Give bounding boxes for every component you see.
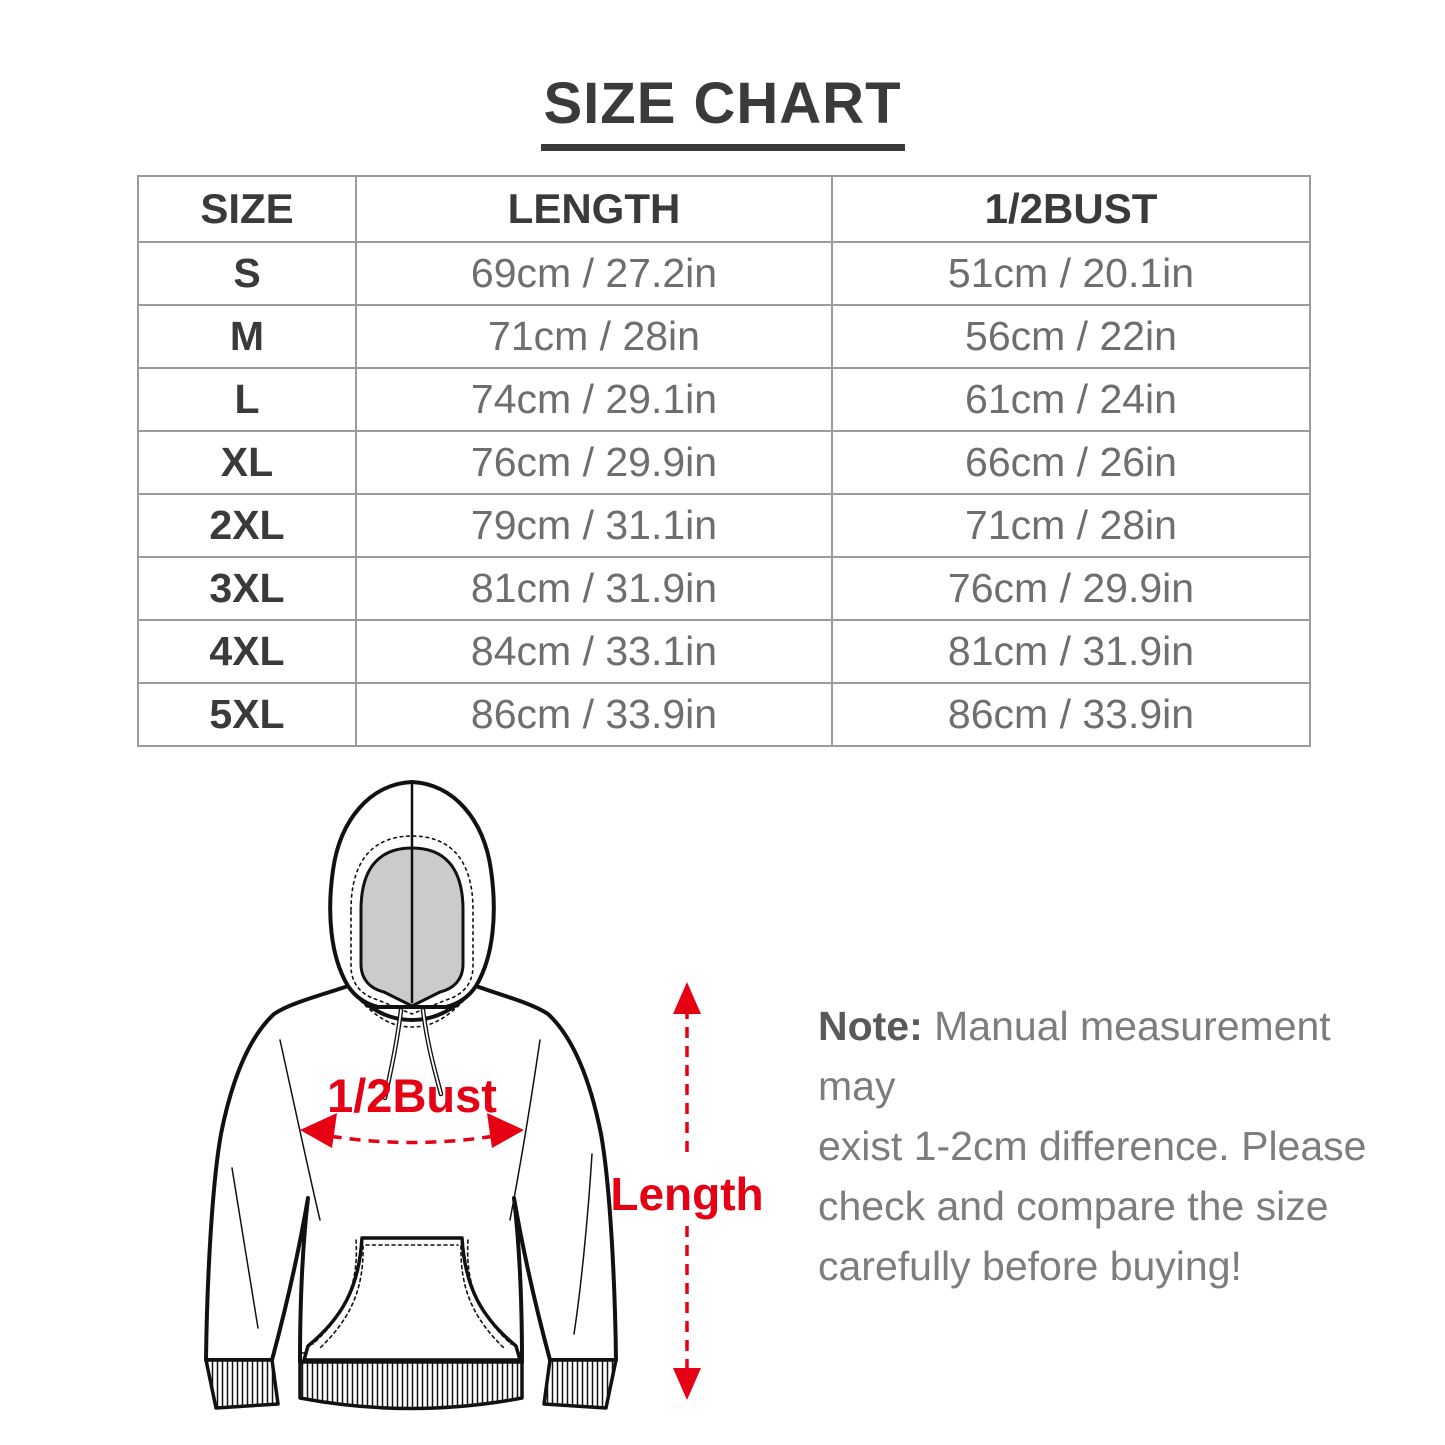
page-title: SIZE CHART [540,70,905,151]
note-label: Note: [818,1003,923,1049]
measurement-cell: 71cm / 28in [831,493,1311,558]
hoodie-waistband [298,1360,524,1411]
size-cell: S [137,241,357,306]
hoodie-pocket [302,1236,522,1362]
hoodie-right-cuff [542,1358,618,1410]
hoodie-measurement-diagram: 1/2Bust Length [150,748,790,1445]
size-cell: 5XL [137,682,357,747]
table-row: S 69cm / 27.2in 51cm / 20.1in [137,241,1311,306]
size-table-body: S 69cm / 27.2in 51cm / 20.1in M 71cm / 28in 5… [137,241,1311,747]
length-arrowhead-top-icon [673,982,701,1014]
measurement-cell: 79cm / 31.1in [355,493,833,558]
note-line: exist 1-2cm difference. Please [818,1123,1367,1169]
measurement-cell: 76cm / 29.9in [831,556,1311,621]
measurement-cell: 86cm / 33.9in [355,682,833,747]
measurement-cell: 86cm / 33.9in [831,682,1311,747]
size-chart-table: SIZE LENGTH 1/2BUST S 69cm / 27.2in 51cm /… [137,175,1311,747]
size-cell: 4XL [137,619,357,684]
measurement-cell: 61cm / 24in [831,367,1311,432]
hoodie-outline [204,780,618,1411]
note-line: Note: Manual measurement may [818,1003,1331,1109]
measurement-cell: 76cm / 29.9in [355,430,833,495]
measurement-annotations: 1/2Bust Length [300,982,764,1400]
table-row: XL 76cm / 29.9in 66cm / 26in [137,430,1311,495]
table-row: 2XL 79cm / 31.1in 71cm / 28in [137,493,1311,558]
table-row: 5XL 86cm / 33.9in 86cm / 33.9in [137,682,1311,747]
note-line: carefully before buying! [818,1243,1242,1289]
column-header-size: SIZE [137,175,357,243]
size-cell: M [137,304,357,369]
length-measure-label: Length [610,1168,763,1220]
length-arrowhead-bottom-icon [673,1368,701,1400]
measurement-cell: 66cm / 26in [831,430,1311,495]
measurement-cell: 84cm / 33.1in [355,619,833,684]
hoodie-left-cuff [204,1358,280,1410]
measurement-note: Note: Manual measurement may exist 1-2cm… [818,996,1378,1296]
size-cell: 2XL [137,493,357,558]
bust-arrowhead-right-icon [487,1113,524,1148]
column-header-length: LENGTH [355,175,833,243]
measurement-cell: 71cm / 28in [355,304,833,369]
bust-arrowhead-left-icon [300,1113,337,1148]
measurement-cell: 81cm / 31.9in [831,619,1311,684]
note-line: check and compare the size [818,1183,1329,1229]
measurement-cell: 56cm / 22in [831,304,1311,369]
measurement-cell: 81cm / 31.9in [355,556,833,621]
table-header-row: SIZE LENGTH 1/2BUST [137,175,1311,243]
table-row: M 71cm / 28in 56cm / 22in [137,304,1311,369]
bust-measure-label: 1/2Bust [327,1069,497,1122]
measurement-cell: 69cm / 27.2in [355,241,833,306]
measurement-cell: 51cm / 20.1in [831,241,1311,306]
bust-arrow [311,1131,513,1145]
table-row: L 74cm / 29.1in 61cm / 24in [137,367,1311,432]
column-header-bust: 1/2BUST [831,175,1311,243]
table-row: 3XL 81cm / 31.9in 76cm / 29.9in [137,556,1311,621]
size-cell: 3XL [137,556,357,621]
size-cell: XL [137,430,357,495]
measurement-cell: 74cm / 29.1in [355,367,833,432]
hoodie-illustration: 1/2Bust Length [204,780,764,1411]
size-cell: L [137,367,357,432]
table-row: 4XL 84cm / 33.1in 81cm / 31.9in [137,619,1311,684]
